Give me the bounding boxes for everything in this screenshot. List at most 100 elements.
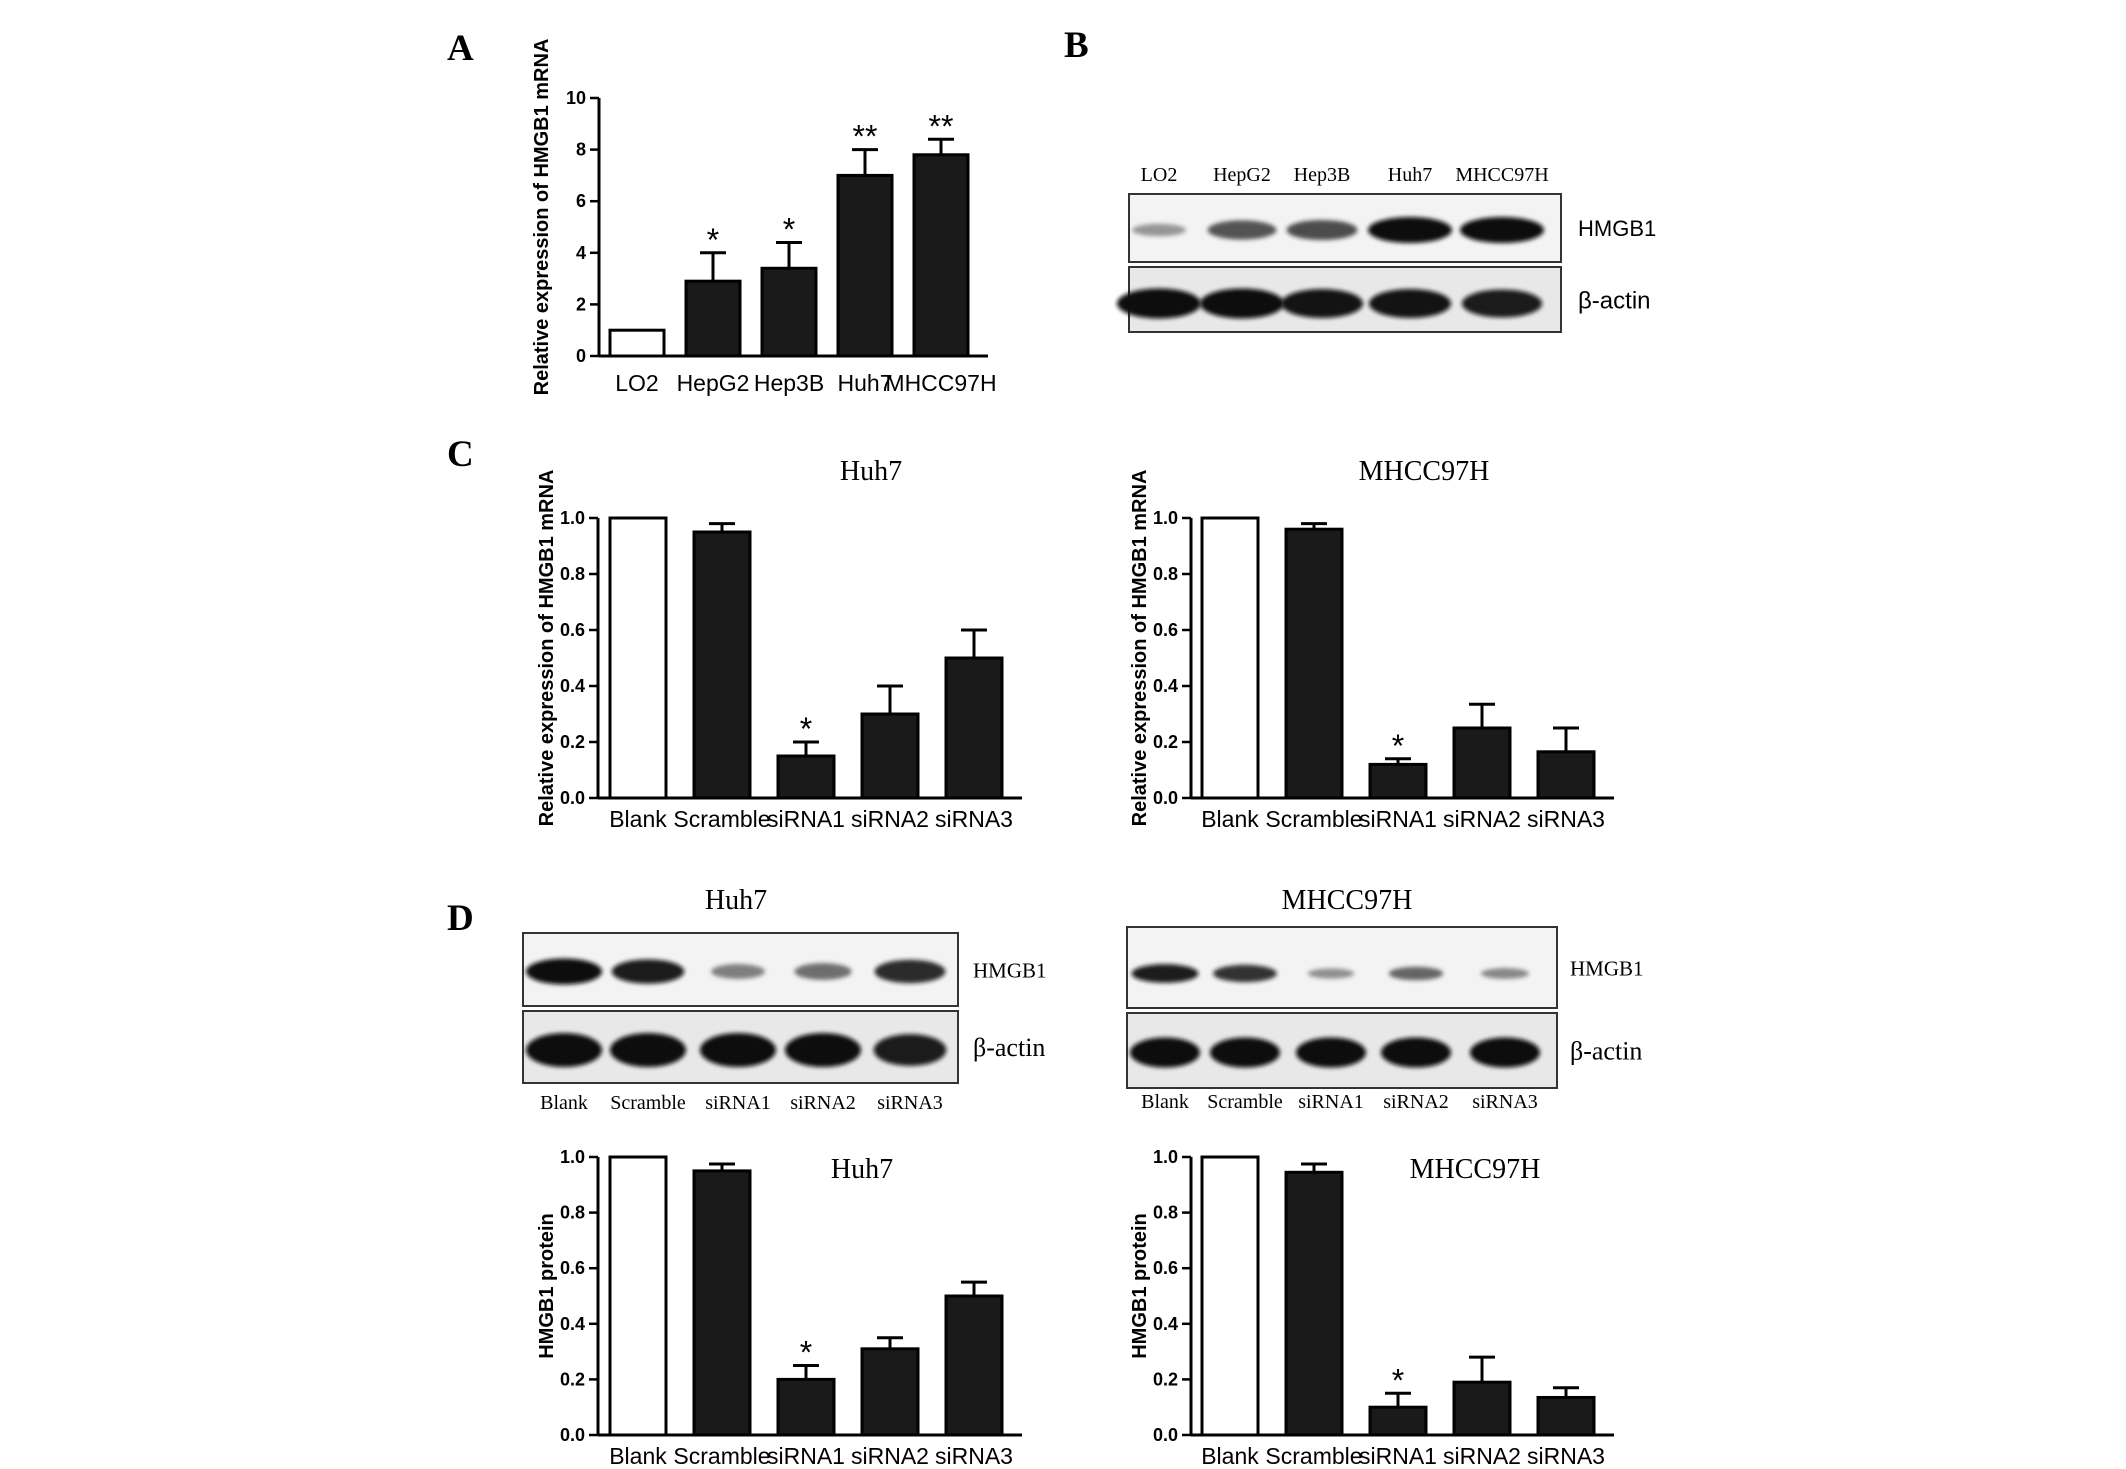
- significance-marker: *: [1392, 728, 1404, 764]
- bar: [1200, 1155, 1260, 1437]
- bar: [608, 516, 668, 800]
- significance-marker: *: [707, 222, 719, 258]
- y-tick-label: 0: [576, 346, 586, 366]
- chart-title: Huh7: [840, 456, 902, 487]
- blot-control-label: β-actin: [1570, 1037, 1642, 1066]
- category-label: Scramble: [1265, 1443, 1362, 1469]
- bar: [776, 754, 836, 800]
- category-label: siRNA3: [935, 1443, 1013, 1469]
- hmgb1-band: [1307, 968, 1355, 979]
- y-tick-label: 1.0: [560, 508, 585, 528]
- bar: [1284, 1170, 1344, 1437]
- category-label: Blank: [609, 806, 667, 832]
- y-tick-label: 0.8: [560, 564, 585, 584]
- bar: [692, 1169, 752, 1437]
- y-tick-label: 0.6: [560, 620, 585, 640]
- hmgb1-band: [1213, 964, 1277, 983]
- hmgb1-band: [1286, 219, 1358, 241]
- bar: [760, 266, 818, 358]
- hmgb1-band: [874, 959, 946, 984]
- blot-box-hmgb1: [1126, 926, 1558, 1009]
- blot-lane-label: Blank: [540, 1092, 588, 1114]
- actin-band: [785, 1033, 861, 1067]
- western-blot-d-mhcc97h: Blank Scramble siRNA1 siRNA2 siRNA3 MHCC97H HM…: [1126, 885, 1644, 1113]
- actin-band: [873, 1034, 947, 1066]
- hmgb1-band: [526, 958, 602, 985]
- blot-control-label: β-actin: [973, 1033, 1045, 1062]
- blot-protein-label: HMGB1: [1570, 957, 1644, 981]
- chart-d-mhcc97h-protein: 0.0 0.2 0.4 0.6 0.8 1.0 HMGB1 protein MHCC97H Bl…: [1129, 1147, 1614, 1469]
- chart-title: Huh7: [831, 1154, 893, 1185]
- bar: [1284, 527, 1344, 800]
- category-label: siRNA3: [1527, 1443, 1605, 1469]
- y-tick-label: 0.4: [560, 1314, 585, 1334]
- category-label: siRNA2: [851, 1443, 929, 1469]
- blot-lane-label: Scramble: [1207, 1091, 1283, 1113]
- y-tick-label: 0.2: [560, 1369, 585, 1389]
- significance-marker: **: [929, 108, 954, 144]
- bar: [1200, 516, 1260, 800]
- y-tick-label: 0.4: [1153, 1314, 1178, 1334]
- y-axis-label: Relative expression of HMGB1 mRNA: [531, 39, 553, 396]
- y-axis-label: HMGB1 protein: [1129, 1213, 1151, 1359]
- chart-a-mrna: 0 2 4 6 8 10 Relative expression of HMGB1 mRNA…: [531, 39, 997, 396]
- bar: [860, 712, 920, 800]
- bar: [944, 1294, 1004, 1437]
- bar: [1452, 1380, 1512, 1437]
- y-tick-label: 0.4: [1153, 676, 1178, 696]
- category-label: Blank: [1201, 806, 1259, 832]
- y-tick-label: 8: [576, 140, 586, 160]
- actin-band: [610, 1033, 686, 1067]
- hmgb1-band: [711, 963, 765, 980]
- hmgb1-band: [1368, 217, 1452, 243]
- bar: [684, 279, 742, 358]
- hmgb1-band: [611, 959, 685, 984]
- significance-marker: **: [853, 119, 878, 155]
- category-label: LO2: [615, 370, 658, 396]
- significance-marker: *: [800, 711, 812, 747]
- bar: [608, 1155, 668, 1437]
- y-tick-label: 1.0: [1153, 1147, 1178, 1167]
- y-axis-label: Relative expression of HMGB1 mRNA: [536, 470, 558, 827]
- panel-label-d: D: [447, 898, 474, 939]
- category-label: siRNA2: [1443, 806, 1521, 832]
- panel-label-c: C: [447, 434, 474, 475]
- blot-control-label: β-actin: [1578, 288, 1651, 315]
- bar: [1536, 750, 1596, 800]
- actin-band: [1296, 1037, 1366, 1068]
- y-tick-label: 6: [576, 191, 586, 211]
- y-tick-label: 0.6: [1153, 1258, 1178, 1278]
- y-tick-label: 0.4: [560, 676, 585, 696]
- chart-d-huh7-protein: 0.0 0.2 0.4 0.6 0.8 1.0 HMGB1 protein Huh7 Blank…: [536, 1147, 1022, 1469]
- actin-band: [1280, 288, 1364, 319]
- hmgb1-band: [1131, 964, 1199, 983]
- y-axis-label: Relative expression of HMGB1 mRNA: [1129, 470, 1151, 827]
- blot-lane-label: siRNA1: [1298, 1091, 1364, 1113]
- bar: [776, 1377, 836, 1437]
- category-label: Huh7: [838, 370, 893, 396]
- category-label: siRNA1: [1359, 806, 1437, 832]
- category-label: siRNA3: [1527, 806, 1605, 832]
- bar: [836, 173, 894, 358]
- panel-label-b: B: [1064, 25, 1089, 66]
- blot-protein-label: HMGB1: [973, 959, 1047, 983]
- significance-marker: *: [783, 211, 795, 247]
- bar: [944, 656, 1004, 800]
- blot-lane-label: siRNA2: [790, 1092, 856, 1114]
- hmgb1-band: [1207, 220, 1277, 240]
- chart-title: MHCC97H: [1359, 456, 1490, 487]
- category-label: siRNA2: [1443, 1443, 1521, 1469]
- category-label: siRNA1: [767, 1443, 845, 1469]
- bar: [1368, 762, 1428, 800]
- bar: [1368, 1405, 1428, 1437]
- blot-lane-label: Scramble: [610, 1092, 686, 1114]
- category-label: Hep3B: [754, 370, 824, 396]
- y-tick-label: 0.2: [1153, 732, 1178, 752]
- y-tick-label: 0.8: [1153, 564, 1178, 584]
- blot-lane-label: siRNA3: [1472, 1091, 1538, 1113]
- category-label: Scramble: [673, 806, 770, 832]
- actin-band: [1381, 1037, 1451, 1068]
- hmgb1-band: [1388, 966, 1444, 981]
- significance-marker: *: [1392, 1362, 1404, 1398]
